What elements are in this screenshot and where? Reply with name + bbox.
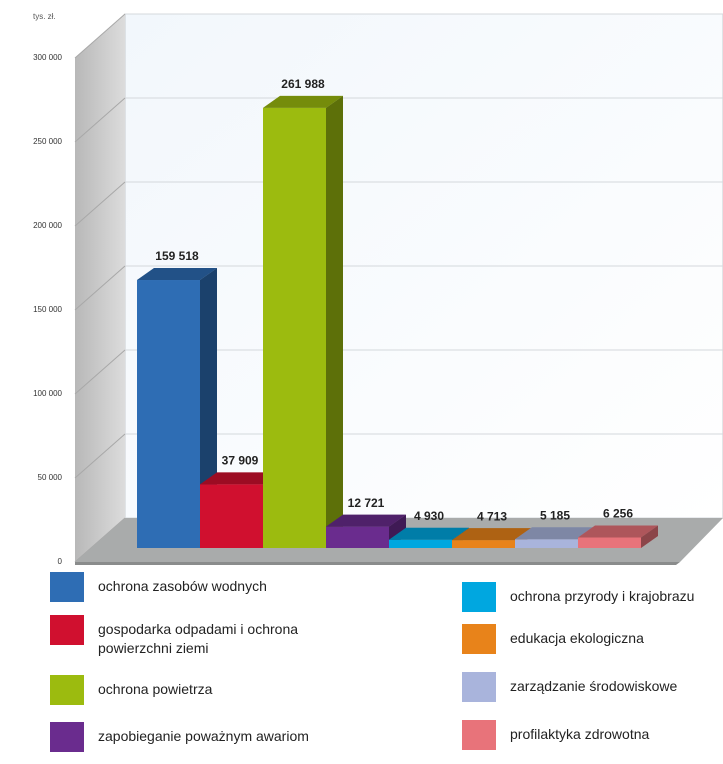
bar-top — [389, 527, 469, 540]
value-label: 6 256 — [603, 507, 633, 521]
legend-label: zapobieganie poważnym awariom — [98, 728, 309, 744]
floor-front — [75, 562, 680, 565]
value-label: 12 721 — [348, 496, 385, 510]
side-grid-line — [74, 97, 126, 143]
y-tick-label: 300 000 — [33, 53, 62, 62]
bar-top-shade — [326, 514, 406, 527]
bar-front — [137, 280, 200, 548]
side-grid-line — [74, 13, 126, 59]
side-grid-line — [74, 433, 126, 479]
y-tick-label: 100 000 — [33, 389, 62, 398]
bar-top-shade — [515, 527, 595, 540]
bar-top — [137, 268, 217, 281]
y-tick-label: 0 — [58, 557, 63, 566]
bar-top-shade — [578, 525, 658, 538]
bar — [137, 268, 217, 548]
value-label: 4 713 — [477, 509, 507, 523]
legend-label: edukacja ekologiczna — [510, 630, 644, 646]
legend-label: profilaktyka zdrowotna — [510, 726, 650, 742]
legend-swatch — [462, 720, 496, 750]
side-grid-line — [74, 265, 126, 311]
y-axis-label: tys. zł. — [33, 12, 56, 21]
value-label: 5 185 — [540, 508, 570, 522]
legend-label: ochrona przyrody i krajobrazu — [510, 588, 695, 604]
bar — [326, 514, 406, 548]
legend-swatch — [50, 572, 84, 602]
bar-top — [578, 525, 658, 538]
legend-item: edukacja ekologiczna — [462, 624, 723, 654]
value-label: 159 518 — [155, 249, 199, 263]
bar-top — [515, 527, 595, 540]
bar-top — [200, 472, 280, 485]
legend-label: gospodarka odpadami i ochrona powierzchn… — [98, 621, 299, 656]
legend-item: ochrona przyrody i krajobrazu — [462, 582, 723, 612]
bar-top-shade — [137, 268, 217, 281]
bar-side — [326, 95, 343, 548]
bar-side — [641, 525, 658, 548]
side-grid-line — [74, 349, 126, 395]
legend-swatch — [50, 675, 84, 705]
legend-label: zarządzanie środowiskowe — [510, 678, 678, 694]
bar-top — [326, 514, 406, 527]
legend-item: gospodarka odpadami i ochrona powierzchn… — [50, 615, 343, 658]
y-tick-label: 50 000 — [38, 473, 63, 482]
bar-front — [452, 540, 515, 548]
chart: tys. zł. 0 50 000 100 000 150 000 200 000 250… — [33, 12, 723, 566]
legend-swatch — [462, 582, 496, 612]
bar-front — [200, 484, 263, 548]
legend-item: zarządzanie środowiskowe — [462, 672, 723, 702]
bar-front — [515, 539, 578, 548]
bar-top-shade — [452, 528, 532, 541]
bar-top-shade — [389, 527, 469, 540]
legend-swatch — [50, 615, 84, 645]
legend-item: profilaktyka zdrowotna — [462, 720, 723, 750]
bar-side-shade — [641, 525, 658, 548]
bar — [578, 525, 658, 548]
bar-top — [452, 528, 532, 541]
y-tick-label: 200 000 — [33, 221, 62, 230]
value-label: 261 988 — [281, 77, 325, 91]
y-tick-label: 250 000 — [33, 137, 62, 146]
bar-side-shade — [326, 95, 343, 548]
bar-top-shade — [263, 95, 343, 108]
bar-front — [578, 537, 641, 548]
legend-label: ochrona powietrza — [98, 681, 213, 697]
bar-top — [263, 95, 343, 108]
legend-swatch — [462, 624, 496, 654]
side-grid-line — [74, 181, 126, 227]
bar-front — [389, 539, 452, 548]
value-label: 37 909 — [222, 453, 259, 467]
bar-front — [263, 107, 326, 548]
y-tick-label: 150 000 — [33, 305, 62, 314]
bar — [263, 95, 343, 548]
legend-label: ochrona zasobów wodnych — [98, 578, 267, 594]
legend-item: ochrona powietrza — [50, 675, 343, 705]
value-label: 4 930 — [414, 509, 444, 523]
bar-top-shade — [200, 472, 280, 485]
legend-swatch — [50, 722, 84, 752]
bar-front — [326, 526, 389, 548]
legend-item: zapobieganie poważnym awariom — [50, 722, 343, 752]
legend-item: ochrona zasobów wodnych — [50, 572, 343, 602]
legend-swatch — [462, 672, 496, 702]
